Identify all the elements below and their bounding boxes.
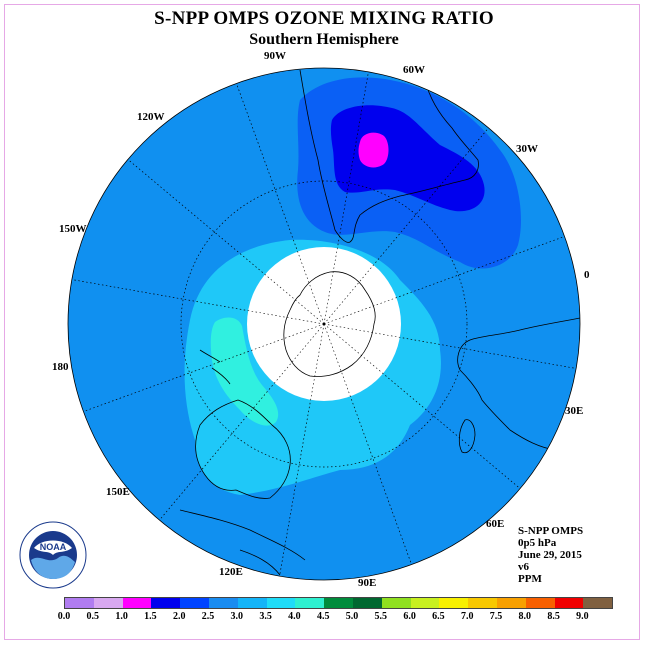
lon-label-90w: 90W	[264, 50, 286, 62]
colorbar-tick-label: 5.5	[374, 611, 388, 622]
meridian-line-inner	[251, 323, 325, 351]
south-pole-dot	[322, 322, 326, 326]
colorbar-tick-label: 2.0	[172, 611, 186, 622]
lon-label-90e: 90E	[358, 577, 376, 589]
colorbar-segment	[381, 598, 411, 608]
meridian-line-inner	[310, 323, 325, 400]
colorbar-tick-label: 1.5	[144, 611, 157, 622]
lon-label-0: 0	[584, 269, 590, 281]
lon-label-60w: 60W	[403, 64, 425, 76]
colorbar-segment	[237, 598, 267, 608]
colorbar-tick-label: 4.0	[288, 611, 301, 622]
info-date: June 29, 2015	[518, 549, 582, 561]
colorbar-labels: 0.0 0.5 1.0 1.5 2.0 2.5 3.0 3.5 4.0 4.5 5.0 5.5 6.0 6…	[58, 611, 598, 625]
meridian-line	[79, 323, 325, 414]
lon-label-60e: 60E	[486, 518, 504, 530]
meridian-line-inner	[264, 274, 325, 325]
colorbar-tick-label: 0.0	[57, 611, 71, 622]
antarctica-outline	[283, 271, 376, 377]
colorbar-tick-label: 6.5	[432, 611, 445, 622]
latitude-circle	[180, 180, 468, 468]
meridian-line-inner	[323, 323, 351, 397]
colorbar-tick-label: 2.5	[201, 611, 215, 622]
meridian-line	[323, 234, 569, 325]
page-title: S-NPP OMPS OZONE MIXING RATIO	[154, 8, 494, 29]
coastline-africa	[457, 317, 580, 451]
globe-outline	[67, 67, 581, 581]
colorbar-tick-label: 1.0	[115, 611, 128, 622]
meridian-line-inner	[274, 323, 325, 384]
colorbar-segment	[122, 598, 152, 608]
coastline-new-zealand	[199, 349, 231, 385]
colorbar-segment	[65, 598, 94, 608]
colorbar-segment	[324, 598, 353, 608]
colorbar-segment	[468, 598, 497, 608]
lon-label-30w: 30W	[516, 143, 538, 155]
noaa-logo-icon: NOAA	[19, 521, 87, 589]
colorbar-segment	[180, 598, 209, 608]
logo-noaa-text: NOAA	[40, 542, 67, 552]
meridian-line-inner	[323, 323, 400, 338]
lon-label-150e: 150E	[106, 486, 130, 498]
meridian-line	[323, 323, 580, 370]
lon-label-120w: 120W	[137, 111, 165, 123]
colorbar-tick-label: 8.5	[547, 611, 560, 622]
colorbar-tick-label: 6.0	[403, 611, 416, 622]
meridian-line	[234, 79, 325, 325]
lon-label-150w: 150W	[59, 223, 87, 235]
meridian-line	[323, 124, 492, 325]
colorbar-segment	[583, 598, 613, 608]
coastline-australia	[195, 399, 291, 499]
colorbar-segment	[93, 598, 123, 608]
info-instrument: S-NPP OMPS	[518, 525, 584, 537]
colorbar-segment	[151, 598, 181, 608]
colorbar-segment	[410, 598, 440, 608]
meridian-line	[323, 323, 524, 492]
meridian-line-inner	[323, 248, 338, 325]
colorbar-tick-label: 7.5	[489, 611, 503, 622]
meridian-line	[156, 323, 325, 524]
coastline-madagascar	[458, 419, 476, 454]
coastline-south-america	[299, 69, 479, 243]
meridian-line	[124, 156, 325, 325]
colorbar-segment	[295, 598, 325, 608]
colorbar-tick-label: 7.0	[460, 611, 474, 622]
meridian-line	[68, 278, 325, 325]
page-subtitle: Southern Hemisphere	[249, 31, 399, 48]
colorbar-tick-label: 9.0	[576, 611, 589, 622]
info-block: S-NPP OMPS 0p5 hPa June 29, 2015 v6 PPM	[518, 525, 583, 585]
colorbar-segment	[496, 598, 526, 608]
colorbar-tick-label: 0.5	[86, 611, 100, 622]
colorbar-tick-label: 3.5	[259, 611, 272, 622]
meridian-line-inner	[297, 251, 325, 325]
meridian-line-inner	[323, 323, 384, 374]
colorbar-tick-label: 5.0	[345, 611, 359, 622]
meridian-line	[278, 323, 325, 580]
lon-label-30e: 30E	[565, 405, 583, 417]
colorbar-segment	[525, 598, 555, 608]
meridian-line-inner	[323, 297, 397, 325]
colorbar-segment	[352, 598, 382, 608]
colorbar	[64, 597, 614, 609]
colorbar-segment	[266, 598, 296, 608]
colorbar-tick-label: 3.0	[230, 611, 244, 622]
figure-frame	[4, 4, 640, 640]
info-units: PPM	[518, 573, 542, 585]
meridian-line	[323, 68, 370, 325]
colorbar-segment	[208, 598, 238, 608]
info-pressure: 0p5 hPa	[518, 537, 557, 549]
meridian-line-inner	[323, 264, 374, 325]
colorbar-segment	[554, 598, 584, 608]
info-version: v6	[518, 561, 529, 573]
ozone-region-1-0	[358, 132, 389, 168]
meridian-line-inner	[248, 310, 325, 325]
coastline-indonesia	[179, 509, 306, 576]
colorbar-tick-label: 8.0	[518, 611, 532, 622]
lon-label-120e: 120E	[219, 566, 243, 578]
colorbar-segment	[439, 598, 469, 608]
lon-label-180: 180	[52, 361, 69, 373]
meridian-line	[323, 323, 414, 569]
colorbar-tick-label: 4.5	[316, 611, 330, 622]
